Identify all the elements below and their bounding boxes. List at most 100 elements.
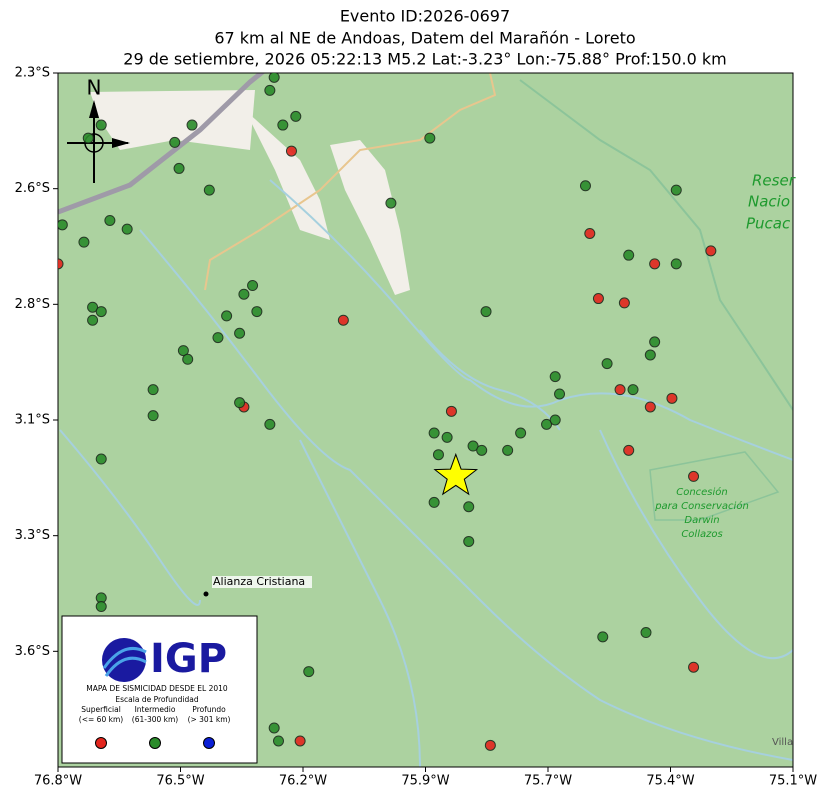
event — [549, 371, 561, 383]
event — [515, 427, 527, 439]
x-tick-label: 75.4°W — [646, 774, 694, 789]
event — [58, 258, 64, 270]
event — [212, 332, 224, 344]
event — [463, 501, 475, 513]
reserve-label: Nacio — [748, 193, 790, 211]
event — [234, 397, 246, 409]
event — [95, 119, 107, 131]
y-tick-label: 2.3°S — [15, 66, 50, 81]
event — [268, 722, 280, 734]
event — [147, 410, 159, 422]
cleared-area — [245, 110, 330, 240]
road — [204, 73, 497, 291]
legend-label: Superficial — [81, 705, 121, 714]
event — [95, 306, 107, 318]
legend-range: (> 301 km) — [188, 715, 231, 724]
y-tick-label: 2.8°S — [15, 297, 50, 312]
logo-text: IGP — [150, 636, 227, 682]
event — [104, 214, 116, 226]
legend: IGP MAPA DE SISMICIDAD DESDE EL 2010 Esc… — [61, 615, 258, 764]
x-tick-label: 76.2°W — [279, 774, 327, 789]
event — [601, 358, 613, 370]
road — [58, 73, 266, 215]
legend-heading: MAPA DE SISMICIDAD DESDE EL 2010 — [86, 684, 228, 693]
reserve-boundary — [649, 451, 780, 521]
legend-swatch — [149, 737, 161, 749]
event — [268, 73, 280, 83]
event — [445, 405, 457, 417]
x-tick-label: 75.1°W — [769, 774, 817, 789]
event — [385, 197, 397, 209]
title-line: 29 de setiembre, 2026 05:22:13 M5.2 Lat:… — [123, 50, 726, 69]
event — [649, 258, 661, 270]
event — [428, 427, 440, 439]
event — [554, 388, 566, 400]
event — [186, 119, 198, 131]
cleared-area — [330, 140, 410, 295]
event — [58, 219, 68, 231]
legend-swatch — [203, 737, 215, 749]
event — [169, 136, 181, 148]
legend-range: (<= 60 km) — [79, 715, 123, 724]
legend-swatch — [95, 737, 107, 749]
legend-range: (61-300 km) — [132, 715, 179, 724]
event — [182, 353, 194, 365]
event — [121, 223, 133, 235]
event — [627, 384, 639, 396]
event — [264, 418, 276, 430]
event — [432, 449, 444, 461]
event — [277, 119, 289, 131]
event — [623, 249, 635, 261]
event — [273, 735, 284, 747]
event — [480, 306, 492, 318]
event — [463, 535, 475, 547]
event — [285, 145, 297, 157]
event — [87, 301, 99, 313]
event — [579, 180, 591, 192]
logo-mark — [102, 647, 147, 677]
event — [251, 306, 263, 318]
event — [203, 184, 215, 196]
event — [549, 414, 561, 426]
y-tick-label: 3.6°S — [15, 644, 50, 659]
concession-label: para Conservación — [654, 500, 749, 512]
label-halo — [212, 576, 312, 588]
title-line: Evento ID:2026-0697 — [340, 7, 510, 26]
events — [58, 73, 717, 751]
town-dot — [203, 591, 209, 597]
legend-subheading: Escala de Profundidad — [115, 695, 198, 704]
event — [221, 310, 233, 322]
epicenter-star — [433, 452, 479, 496]
event — [467, 440, 479, 452]
event — [234, 327, 246, 339]
event — [147, 384, 159, 396]
event — [476, 444, 488, 456]
event — [644, 349, 656, 361]
concession-label: Darwin — [684, 515, 719, 526]
legend-box — [61, 615, 258, 764]
event — [484, 739, 496, 751]
town-label: Villa — [772, 737, 793, 748]
event — [247, 280, 259, 292]
event — [644, 401, 656, 413]
x-tick-label: 76.5°W — [156, 774, 204, 789]
event — [640, 627, 652, 639]
event — [177, 345, 189, 357]
event — [623, 444, 635, 456]
event — [78, 236, 90, 248]
event — [95, 453, 107, 465]
event — [649, 336, 661, 348]
x-tick-label: 75.9°W — [401, 774, 449, 789]
rivers — [59, 179, 793, 767]
north-arrow: N — [67, 76, 130, 183]
event — [428, 496, 440, 508]
event — [541, 418, 553, 430]
event — [670, 184, 682, 196]
event — [584, 227, 596, 239]
x-tick-label: 76.8°W — [34, 774, 82, 789]
event — [597, 631, 609, 643]
event — [87, 314, 99, 326]
cleared-area — [90, 90, 255, 150]
legend-label: Intermedio — [135, 705, 176, 714]
